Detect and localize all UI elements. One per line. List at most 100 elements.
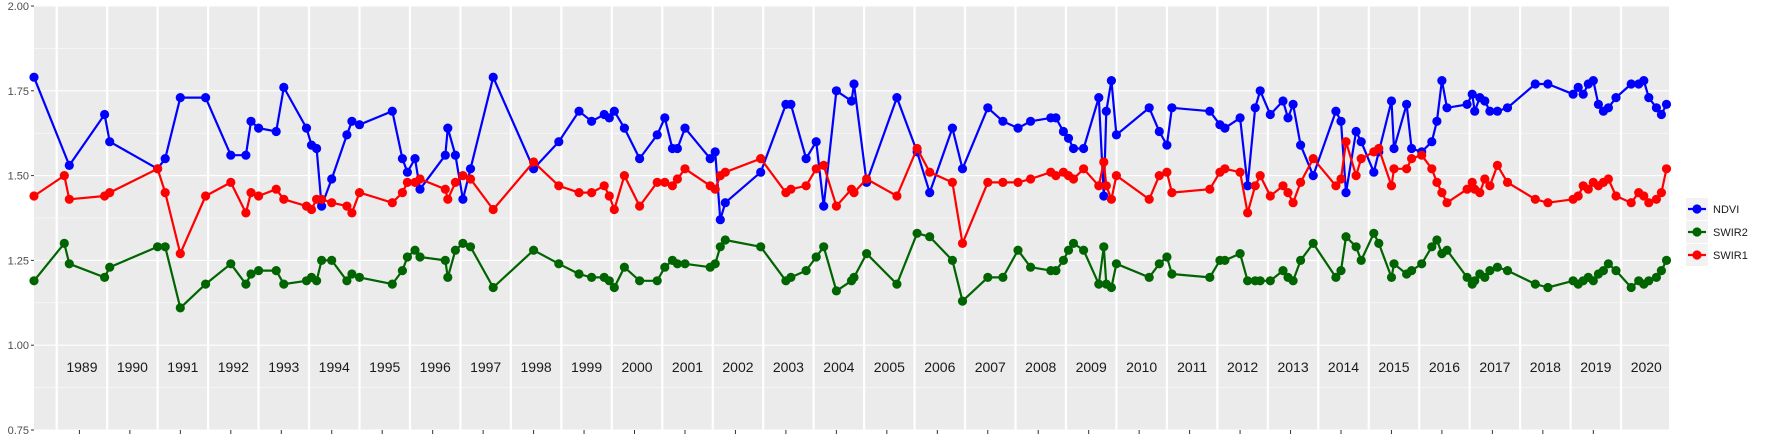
data-point <box>1111 171 1121 181</box>
data-point <box>1442 103 1452 113</box>
data-point <box>1079 245 1089 255</box>
legend-item-ndvi: NDVI <box>1686 198 1739 220</box>
data-point <box>1656 266 1666 276</box>
data-point <box>1427 137 1437 147</box>
data-point <box>1543 282 1553 293</box>
data-point <box>1278 96 1288 106</box>
data-point <box>957 238 968 248</box>
data-point <box>440 150 450 160</box>
data-point <box>705 154 715 164</box>
data-point <box>1250 103 1260 113</box>
data-point <box>1417 259 1427 269</box>
data-point <box>246 269 256 279</box>
y-tick-label: 1.25 <box>8 255 29 267</box>
data-point <box>1442 245 1452 255</box>
data-point <box>660 113 670 123</box>
data-point <box>465 242 476 252</box>
data-point <box>1407 154 1417 164</box>
data-point <box>1058 255 1068 265</box>
data-point <box>1099 157 1109 167</box>
year-label: 2019 <box>1580 359 1611 375</box>
data-point <box>1336 266 1346 276</box>
data-point <box>1427 242 1437 252</box>
data-point <box>347 208 357 218</box>
data-point <box>488 72 498 82</box>
data-point <box>1154 126 1164 137</box>
data-point <box>1356 137 1366 147</box>
data-point <box>604 113 614 123</box>
data-point <box>1432 116 1442 126</box>
data-point <box>354 120 365 130</box>
data-point <box>1593 99 1603 109</box>
data-point <box>1051 266 1061 276</box>
data-point <box>1341 188 1351 198</box>
data-point <box>226 177 236 187</box>
legend-item-swir2: SWIR2 <box>1686 221 1748 243</box>
data-point <box>604 191 614 201</box>
y-axis: 0.75 1.00 1.25 1.50 1.75 2.00 <box>8 1 34 437</box>
year-label: 1989 <box>66 359 97 375</box>
data-point <box>983 272 993 282</box>
data-point <box>1255 86 1265 96</box>
data-point <box>1026 174 1036 184</box>
data-point <box>246 188 256 198</box>
data-point <box>1386 181 1397 191</box>
data-point <box>786 99 796 109</box>
legend-key-point <box>1692 250 1702 260</box>
data-point <box>680 123 690 133</box>
year-label: 2001 <box>672 359 703 375</box>
data-point <box>201 279 211 289</box>
data-point <box>1573 191 1583 201</box>
legend-key-point <box>1692 204 1702 214</box>
grid-lines <box>34 5 1669 431</box>
data-point <box>59 171 69 181</box>
data-point <box>599 181 609 191</box>
data-point <box>1094 279 1104 289</box>
data-point <box>1651 103 1661 113</box>
data-point <box>1543 79 1553 89</box>
data-point <box>587 116 597 126</box>
data-point <box>1475 188 1485 198</box>
data-point <box>892 279 902 289</box>
data-point <box>849 79 859 89</box>
data-point <box>271 184 281 194</box>
data-point <box>1530 279 1540 289</box>
data-point <box>667 181 678 191</box>
data-point <box>710 184 720 194</box>
data-point <box>831 286 842 296</box>
data-point <box>402 177 412 187</box>
series-swir1 <box>29 137 1672 259</box>
year-label: 2012 <box>1227 359 1258 375</box>
year-label: 2000 <box>621 359 652 375</box>
data-point <box>1205 184 1215 194</box>
data-point <box>1167 103 1177 113</box>
data-point <box>1308 238 1318 248</box>
data-point <box>1154 259 1164 269</box>
data-point <box>488 282 498 293</box>
year-label: 2003 <box>773 359 804 375</box>
legend-label: SWIR1 <box>1713 250 1748 262</box>
data-point <box>1265 276 1275 286</box>
data-point <box>443 272 453 282</box>
data-point <box>241 208 251 218</box>
data-point <box>271 266 281 276</box>
data-point <box>652 130 662 140</box>
legend-key-point <box>1692 227 1702 237</box>
year-label: 1992 <box>218 359 249 375</box>
year-label: 2009 <box>1076 359 1107 375</box>
year-label: 1999 <box>571 359 602 375</box>
data-point <box>1389 143 1399 154</box>
data-point <box>1063 245 1074 255</box>
data-point <box>397 154 407 164</box>
data-point <box>635 201 645 211</box>
data-point <box>271 126 281 137</box>
data-point <box>1243 276 1253 286</box>
data-point <box>529 164 539 174</box>
data-point <box>947 177 958 187</box>
data-point <box>254 123 264 133</box>
data-point <box>720 235 730 245</box>
data-point <box>1470 276 1480 286</box>
data-point <box>100 109 110 120</box>
x-axis: 1989 1990 1991 1992 1993 1994 1995 1996 1997 1998… <box>66 359 1662 434</box>
data-point <box>279 194 289 204</box>
